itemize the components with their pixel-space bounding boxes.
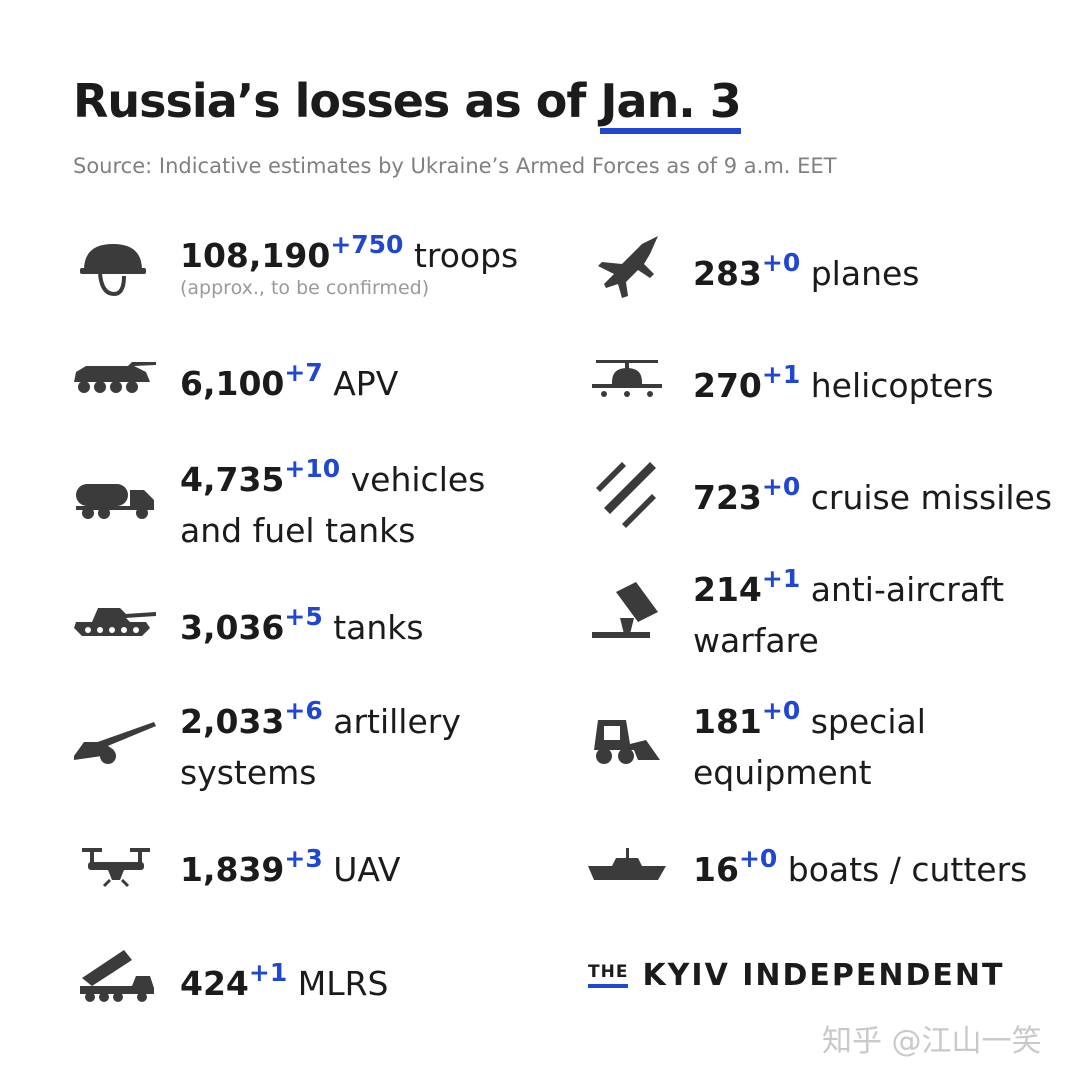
- stat-missiles: 723+0 cruise missiles: [693, 472, 1053, 517]
- title-date: Jan. 3: [600, 74, 742, 134]
- apv-icon: [74, 362, 156, 393]
- tank-icon: [74, 608, 156, 636]
- helmet-icon: [80, 244, 146, 297]
- troops-note: (approx., to be confirmed): [180, 277, 430, 299]
- stat-troops: 108,190+750 troops (approx., to be confi…: [180, 230, 519, 299]
- stat-antiair: 214+1 anti-aircraft warfare: [693, 564, 1005, 660]
- brand-logo: THE KYIV INDEPENDENT: [588, 958, 1005, 993]
- page-title: Russia’s losses as of Jan. 3: [73, 74, 742, 134]
- stat-helicopters: 270+1 helicopters: [693, 360, 994, 405]
- drone-icon: [82, 848, 150, 888]
- fuel-truck-icon: [76, 484, 154, 519]
- stat-vehicles: 4,735+10 vehicles and fuel tanks: [180, 454, 486, 550]
- stat-special: 181+0 special equipment: [693, 696, 926, 792]
- stat-mlrs: 424+1 MLRS: [180, 958, 389, 1003]
- loader-icon: [594, 720, 660, 764]
- stat-uav: 1,839+3 UAV: [180, 844, 401, 889]
- helicopter-icon: [592, 360, 662, 397]
- artillery-icon: [74, 722, 156, 764]
- boat-icon: [588, 848, 666, 880]
- mlrs-icon: [80, 950, 154, 1002]
- anti-aircraft-icon: [592, 582, 658, 638]
- stat-planes: 283+0 planes: [693, 248, 920, 293]
- stat-artillery: 2,033+6 artillery systems: [180, 696, 461, 792]
- stat-tanks: 3,036+5 tanks: [180, 602, 424, 647]
- watermark: 知乎 @江山一笑: [822, 1024, 1042, 1059]
- cruise-missile-icon: [596, 462, 656, 528]
- stat-boats: 16+0 boats / cutters: [693, 844, 1028, 889]
- stat-apv: 6,100+7 APV: [180, 358, 399, 403]
- plane-icon: [598, 236, 658, 298]
- source-note: Source: Indicative estimates by Ukraine’…: [73, 154, 837, 178]
